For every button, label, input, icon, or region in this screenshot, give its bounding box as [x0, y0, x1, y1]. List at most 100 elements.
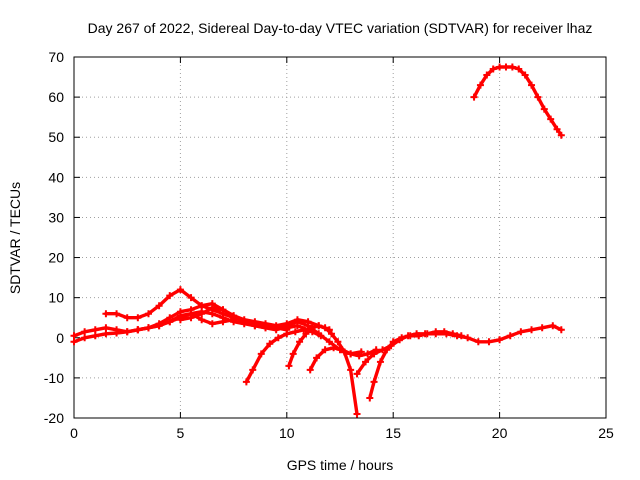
- y-tick-label: 70: [48, 49, 64, 65]
- data-point: [496, 63, 504, 71]
- y-tick-label: 50: [48, 129, 64, 145]
- y-tick-label: -20: [44, 410, 64, 426]
- data-point: [321, 324, 329, 332]
- data-point: [534, 93, 542, 101]
- data-point: [166, 314, 174, 322]
- data-point: [383, 346, 391, 354]
- data-point: [355, 352, 363, 360]
- data-point: [334, 338, 342, 346]
- y-axis-label: SDTVAR / TECUs: [7, 182, 23, 294]
- data-point: [440, 328, 448, 336]
- data-point: [70, 338, 78, 346]
- data-point: [81, 334, 89, 342]
- data-point: [317, 332, 325, 340]
- data-point: [262, 320, 270, 328]
- data-point: [187, 306, 195, 314]
- data-point: [557, 131, 565, 139]
- data-point: [517, 328, 525, 336]
- data-point: [176, 286, 184, 294]
- data-point: [521, 71, 529, 79]
- data-point: [366, 394, 374, 402]
- data-point: [315, 322, 323, 330]
- data-point: [549, 322, 557, 330]
- data-point: [321, 346, 329, 354]
- data-point: [219, 306, 227, 314]
- data-point: [113, 326, 121, 334]
- y-tick-label: -10: [44, 370, 64, 386]
- series-arc-8: [306, 344, 380, 374]
- data-point: [134, 314, 142, 322]
- data-point: [389, 338, 397, 346]
- data-point: [547, 115, 555, 123]
- y-tick-label: 20: [48, 250, 64, 266]
- y-tick-label: 40: [48, 169, 64, 185]
- data-point: [134, 326, 142, 334]
- series-arc-10: [366, 328, 465, 402]
- x-tick-label: 25: [598, 425, 614, 441]
- data-point: [251, 318, 259, 326]
- data-point: [285, 362, 293, 370]
- data-point: [155, 320, 163, 328]
- plot-frame: [73, 56, 607, 419]
- data-point: [496, 336, 504, 344]
- data-point: [464, 334, 472, 342]
- data-point: [219, 318, 227, 326]
- x-tick-label: 15: [385, 425, 401, 441]
- data-point: [502, 63, 510, 71]
- data-point: [198, 302, 206, 310]
- data-point: [102, 324, 110, 332]
- data-point: [123, 314, 131, 322]
- data-point: [230, 312, 238, 320]
- x-tick-label: 10: [279, 425, 295, 441]
- data-point: [166, 292, 174, 300]
- data-point: [557, 326, 565, 334]
- data-point: [306, 366, 314, 374]
- data-point: [347, 350, 355, 358]
- data-point: [208, 304, 216, 312]
- data-point: [485, 338, 493, 346]
- data-point: [102, 330, 110, 338]
- data-point: [327, 330, 335, 338]
- data-point: [449, 330, 457, 338]
- data-point: [144, 324, 152, 332]
- data-point: [176, 316, 184, 324]
- data-point: [370, 350, 378, 358]
- data-point: [508, 63, 516, 71]
- data-point: [370, 378, 378, 386]
- data-point: [257, 350, 265, 358]
- data-point: [249, 366, 257, 374]
- chart-title: Day 267 of 2022, Sidereal Day-to-day VTE…: [88, 20, 593, 36]
- data-point: [330, 344, 338, 352]
- data-point: [538, 324, 546, 332]
- x-axis-label: GPS time / hours: [287, 457, 394, 473]
- data-point: [283, 330, 291, 338]
- data-point: [155, 302, 163, 310]
- data-point: [489, 65, 497, 73]
- series-arc-11: [470, 63, 565, 139]
- data-point: [293, 322, 301, 330]
- data-point: [483, 71, 491, 79]
- data-point: [304, 318, 312, 326]
- y-tick-label: 0: [56, 330, 64, 346]
- axis-ticks: 0 5 10 15 20 25 -20 -10 0 10 20 30 40 50 60 70: [44, 49, 614, 441]
- data-point: [187, 314, 195, 322]
- data-point: [515, 65, 523, 73]
- data-point: [474, 338, 482, 346]
- series-group: [70, 63, 565, 418]
- grid: [74, 57, 606, 418]
- data-point: [506, 332, 514, 340]
- data-point: [102, 310, 110, 318]
- data-point: [353, 370, 361, 378]
- data-point: [293, 316, 301, 324]
- data-point: [242, 378, 250, 386]
- data-point: [302, 330, 310, 338]
- data-point: [308, 324, 316, 332]
- data-point: [291, 328, 299, 336]
- x-tick-label: 20: [492, 425, 508, 441]
- data-point: [457, 332, 465, 340]
- data-point: [176, 308, 184, 316]
- data-point: [540, 105, 548, 113]
- y-tick-label: 60: [48, 89, 64, 105]
